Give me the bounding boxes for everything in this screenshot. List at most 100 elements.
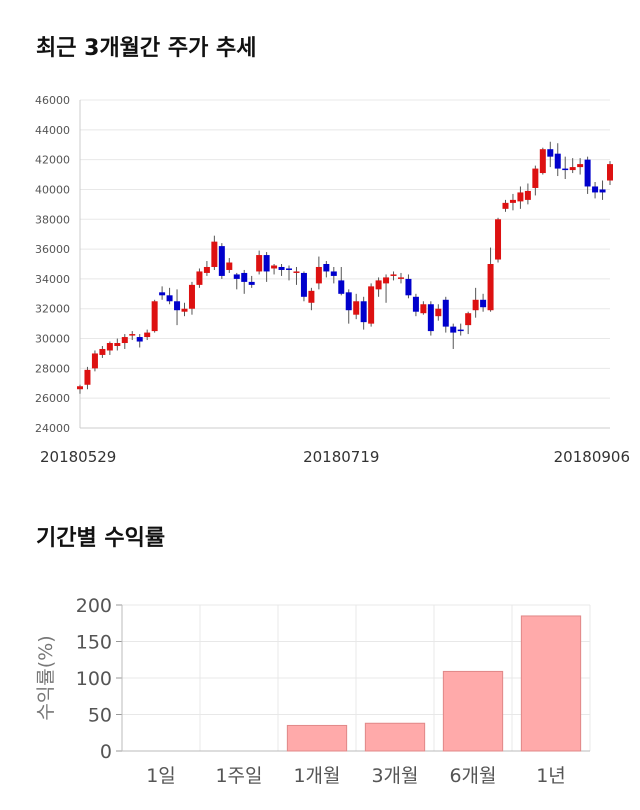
candle-body: [84, 369, 91, 385]
candle-body: [256, 255, 263, 272]
candle-body: [308, 290, 315, 303]
x-tick-label: 1개월: [293, 765, 340, 787]
returns-chart-title: 기간별 수익률: [36, 526, 166, 551]
y-tick-label: 28000: [35, 362, 70, 375]
return-bar: [442, 670, 504, 752]
return-bar: [520, 615, 582, 752]
y-tick-label: 32000: [35, 303, 70, 316]
candle-body: [218, 246, 225, 276]
y-tick-label: 30000: [35, 333, 70, 346]
x-tick-label: 1일: [146, 765, 176, 787]
candle-body: [286, 268, 293, 270]
candle-body: [592, 186, 599, 193]
candle-body: [562, 168, 569, 171]
candle-body: [99, 348, 106, 355]
candlestick-chart: 24000 26000 28000 30000 32000 34000 36000 38000…: [35, 94, 630, 466]
x-tick-label: 20180906: [554, 448, 630, 466]
candle-body: [517, 192, 524, 202]
candle-body: [480, 299, 487, 308]
x-tick-label: 1주일: [215, 765, 262, 787]
candle-body: [315, 266, 322, 284]
candle-body: [554, 153, 561, 169]
candle-body: [106, 343, 113, 351]
y-tick-label: 42000: [35, 154, 70, 167]
candle-body: [203, 266, 210, 273]
candle-body: [159, 292, 166, 296]
candle-body: [353, 301, 360, 315]
candle-body: [442, 299, 449, 327]
y-tick-label: 200: [76, 595, 112, 617]
candle-body: [226, 262, 233, 270]
candle-body: [420, 304, 427, 314]
candle-body: [435, 308, 442, 317]
candle-body: [136, 337, 143, 342]
candle-body: [465, 313, 472, 326]
y-tick-label: 36000: [35, 243, 70, 256]
candle-body: [91, 353, 98, 369]
y-tick-label: 24000: [35, 422, 70, 435]
y-tick-label: 0: [100, 741, 112, 763]
candle-body: [487, 264, 494, 311]
x-tick-label: 3개월: [371, 765, 418, 787]
candle-body: [390, 274, 397, 276]
candle-body: [599, 189, 606, 193]
y-tick-label: 26000: [35, 392, 70, 405]
candle-body: [368, 286, 375, 324]
candle-body: [196, 271, 203, 285]
y-tick-label: 46000: [35, 94, 70, 107]
candle-body: [383, 277, 390, 284]
y-tick-label: 44000: [35, 124, 70, 137]
candle-body: [211, 241, 218, 267]
candle-body: [450, 326, 457, 333]
candle-body: [233, 274, 240, 279]
candle-body: [174, 301, 181, 311]
price-chart-title: 최근 3개월간 주가 추세: [36, 36, 257, 61]
candle-body: [293, 271, 300, 273]
candle-body: [547, 149, 554, 157]
candle-body: [472, 299, 479, 311]
x-tick-label: 6개월: [449, 765, 496, 787]
candle-body: [278, 266, 285, 270]
y-tick-label: 150: [76, 632, 112, 654]
candle-body: [77, 386, 83, 390]
candle-body: [375, 280, 382, 290]
y-tick-label: 34000: [35, 273, 70, 286]
candle-body: [121, 337, 128, 344]
candle-body: [300, 272, 307, 297]
return-bar: [364, 722, 426, 752]
candle-body: [360, 301, 367, 323]
x-tick-label: 20180529: [40, 448, 116, 466]
candle-body: [188, 284, 195, 309]
candle-body: [144, 332, 151, 338]
candle-body: [330, 271, 337, 276]
y-tick-label: 50: [88, 705, 112, 727]
candle-body: [338, 280, 345, 294]
candle-body: [405, 278, 412, 296]
candle-body: [323, 264, 330, 272]
candle-body: [532, 168, 539, 188]
candle-body: [495, 219, 502, 260]
candle-body: [427, 304, 434, 332]
return-bar: [286, 724, 348, 752]
candle-body: [151, 301, 158, 332]
candle-body: [539, 149, 546, 174]
x-tick-label: 20180719: [303, 448, 379, 466]
candle-body: [502, 202, 509, 209]
y-tick-label: 38000: [35, 213, 70, 226]
y-tick-label: 100: [76, 668, 112, 690]
candle-body: [271, 265, 278, 269]
candle-body: [577, 164, 584, 168]
y-axis-label: 수익률(%): [35, 635, 57, 720]
candle-body: [345, 292, 352, 311]
y-tick-label: 40000: [35, 183, 70, 196]
candle-body: [129, 334, 136, 336]
candle-body: [607, 164, 613, 181]
candle-body: [263, 255, 270, 272]
candle-body: [412, 296, 419, 312]
candle-body: [166, 295, 173, 302]
candle-body: [524, 190, 531, 200]
candle-body: [569, 167, 576, 171]
candle-body: [241, 272, 248, 282]
candle-body: [181, 308, 188, 312]
